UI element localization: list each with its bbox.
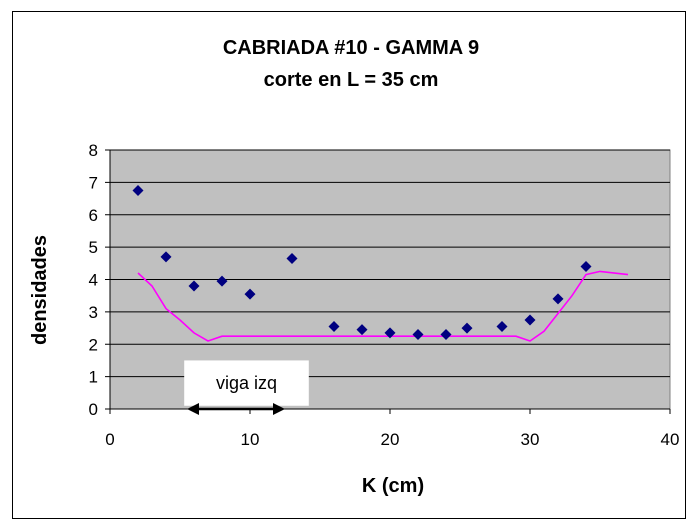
annotation-arrow-head-left	[187, 403, 199, 415]
chart-svg: CABRIADA #10 - GAMMA 9 corte en L = 35 c…	[29, 37, 680, 497]
x-tick-label-3: 30	[521, 430, 540, 449]
series-line-0	[137, 270, 629, 342]
data-point-8	[384, 327, 396, 339]
y-tick-label-0: 0	[89, 400, 98, 419]
y-tick-label-3: 3	[89, 303, 98, 322]
data-point-4	[244, 288, 256, 300]
plot-layer: 0 1 2 3 4 5 6 7 8 0 10 20 30 40 viga izq	[89, 141, 680, 449]
y-tick-label-5: 5	[89, 238, 98, 257]
data-point-3	[216, 275, 228, 287]
annotation-label: viga izq	[216, 373, 277, 393]
data-point-11	[461, 322, 473, 334]
y-tick-label-6: 6	[89, 206, 98, 225]
y-axis-label: densidades	[29, 235, 51, 345]
data-point-5	[286, 252, 298, 264]
x-tick-label-1: 10	[241, 430, 260, 449]
data-point-1	[160, 251, 172, 263]
data-point-12	[496, 320, 508, 332]
data-point-10	[440, 329, 452, 341]
data-point-9	[412, 329, 424, 341]
y-tick-label-2: 2	[89, 335, 98, 354]
chart-subtitle: corte en L = 35 cm	[264, 69, 439, 91]
data-point-13	[524, 314, 536, 326]
data-point-14	[552, 293, 564, 305]
y-tick-label-7: 7	[89, 173, 98, 192]
data-point-6	[328, 320, 340, 332]
data-point-2	[188, 280, 200, 292]
chart-title: CABRIADA #10 - GAMMA 9	[223, 37, 479, 59]
y-tick-label-1: 1	[89, 368, 98, 387]
chart-frame: CABRIADA #10 - GAMMA 9 corte en L = 35 c…	[12, 11, 686, 519]
y-tick-label-8: 8	[89, 141, 98, 160]
x-axis-label: K (cm)	[362, 475, 424, 497]
annotation-arrow-head-right	[273, 403, 285, 415]
y-tick-label-4: 4	[89, 271, 98, 290]
data-point-0	[132, 184, 144, 196]
x-tick-label-0: 0	[105, 430, 114, 449]
x-tick-label-2: 20	[381, 430, 400, 449]
x-tick-label-4: 40	[661, 430, 680, 449]
data-point-15	[580, 261, 592, 273]
data-point-7	[356, 324, 368, 336]
annotation-box	[184, 360, 309, 406]
